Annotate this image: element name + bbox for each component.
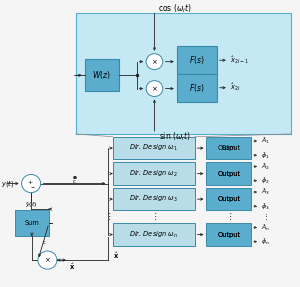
Text: $\times$: $\times$ xyxy=(44,256,51,264)
Text: $\hat{A}_1$: $\hat{A}_1$ xyxy=(261,136,270,146)
Text: e: e xyxy=(73,175,76,180)
Text: c: c xyxy=(43,240,46,245)
Text: $\hat{\phi}_3$: $\hat{\phi}_3$ xyxy=(261,201,269,212)
Text: c: c xyxy=(73,179,76,184)
FancyBboxPatch shape xyxy=(206,188,251,210)
Text: Sum: Sum xyxy=(25,220,39,226)
FancyBboxPatch shape xyxy=(113,223,195,246)
FancyBboxPatch shape xyxy=(113,188,195,210)
Text: $\hat{\mathbf{x}}$: $\hat{\mathbf{x}}$ xyxy=(113,251,119,261)
Circle shape xyxy=(146,54,163,69)
Text: $\hat{\phi}_1$: $\hat{\phi}_1$ xyxy=(261,150,269,161)
FancyBboxPatch shape xyxy=(177,46,217,74)
FancyBboxPatch shape xyxy=(113,137,195,160)
Circle shape xyxy=(38,251,57,269)
FancyBboxPatch shape xyxy=(85,59,119,92)
Text: $\hat{x}_{2i}$: $\hat{x}_{2i}$ xyxy=(230,82,241,94)
Text: $\hat{x}_{2i-1}$: $\hat{x}_{2i-1}$ xyxy=(230,55,249,66)
Text: $\times$: $\times$ xyxy=(151,84,158,93)
Text: $\hat{A}_n$: $\hat{A}_n$ xyxy=(261,222,270,233)
Text: $\vdots$: $\vdots$ xyxy=(262,212,267,222)
Text: Dir. Design $\omega_3$: Dir. Design $\omega_3$ xyxy=(129,194,178,204)
Text: $\sin\,(\omega_i t)$: $\sin\,(\omega_i t)$ xyxy=(159,131,191,143)
Text: Output: Output xyxy=(217,232,240,238)
FancyBboxPatch shape xyxy=(206,223,251,246)
FancyBboxPatch shape xyxy=(15,210,49,236)
FancyBboxPatch shape xyxy=(206,162,251,185)
FancyBboxPatch shape xyxy=(206,137,251,160)
Text: $\hat{y}(t)$: $\hat{y}(t)$ xyxy=(25,201,38,210)
Text: Output: Output xyxy=(217,196,240,202)
FancyBboxPatch shape xyxy=(76,13,291,134)
Text: Output: Output xyxy=(217,171,240,177)
Text: $\hat{\phi}_2$: $\hat{\phi}_2$ xyxy=(261,175,269,186)
Text: $\hat{\mathbf{x}}$: $\hat{\mathbf{x}}$ xyxy=(69,261,75,272)
Circle shape xyxy=(22,174,40,193)
Text: Dir. Design $\omega_1$: Dir. Design $\omega_1$ xyxy=(129,143,178,153)
Text: $\hat{A}_2$: $\hat{A}_2$ xyxy=(261,161,270,172)
Text: $\times$: $\times$ xyxy=(151,57,158,66)
FancyBboxPatch shape xyxy=(113,162,195,185)
Text: $-$: $-$ xyxy=(29,185,35,190)
Text: $\vdots$: $\vdots$ xyxy=(151,211,157,222)
Text: Sum: Sum xyxy=(221,145,236,151)
Text: Dir. Design $\omega_n$: Dir. Design $\omega_n$ xyxy=(129,230,178,240)
Text: Output: Output xyxy=(217,171,240,177)
Text: $\cos\,(\omega_i t)$: $\cos\,(\omega_i t)$ xyxy=(158,3,192,15)
Text: $W(z)$: $W(z)$ xyxy=(92,69,111,81)
Text: Output: Output xyxy=(217,145,240,151)
Text: $F(s)$: $F(s)$ xyxy=(189,54,205,66)
Text: $y(t)$: $y(t)$ xyxy=(2,178,15,189)
Text: $F(s)$: $F(s)$ xyxy=(189,82,205,94)
Text: $\vdots$: $\vdots$ xyxy=(226,211,232,222)
Circle shape xyxy=(146,81,163,96)
Text: Output: Output xyxy=(217,196,240,202)
Text: Dir. Design $\omega_2$: Dir. Design $\omega_2$ xyxy=(129,168,178,179)
Text: $\hat{\phi}_n$: $\hat{\phi}_n$ xyxy=(261,236,269,247)
Text: $\hat{A}_3$: $\hat{A}_3$ xyxy=(261,187,270,197)
Text: $\vdots$: $\vdots$ xyxy=(105,211,112,222)
Text: $+$: $+$ xyxy=(27,178,33,186)
FancyBboxPatch shape xyxy=(177,73,217,102)
Text: Output: Output xyxy=(217,232,240,238)
